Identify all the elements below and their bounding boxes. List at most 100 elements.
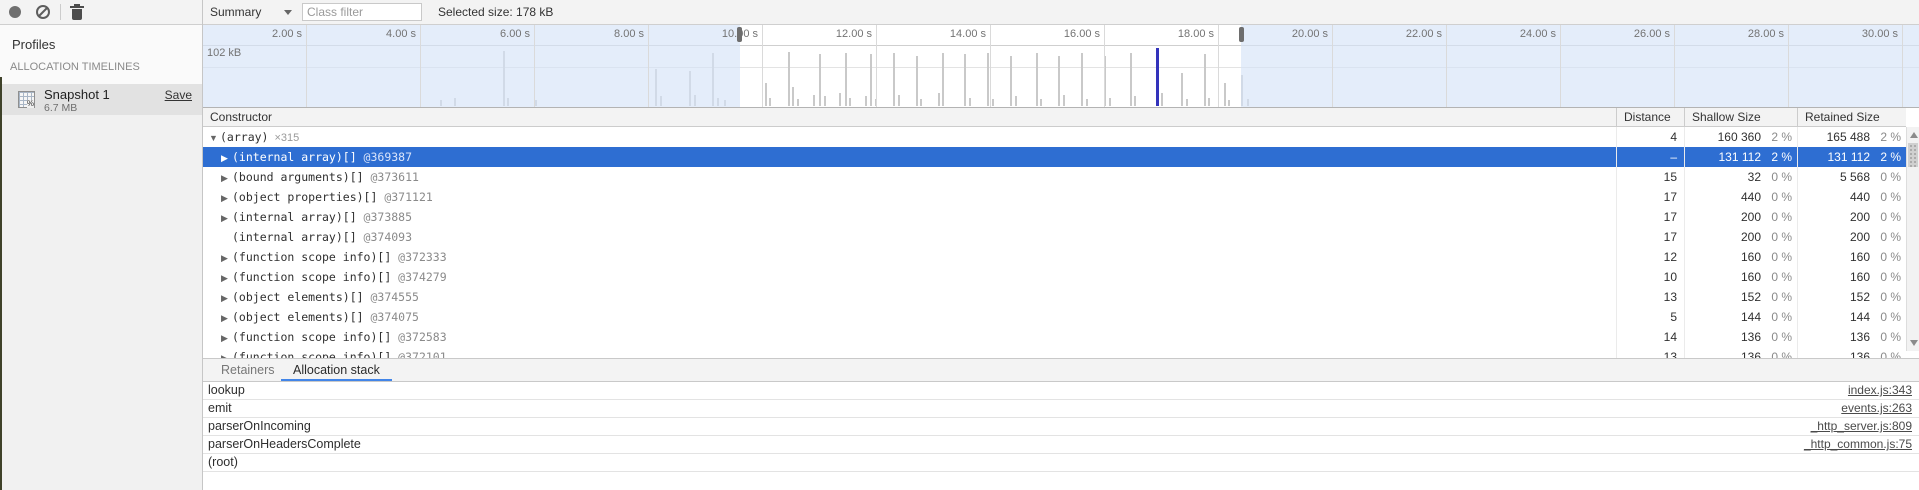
collapse-triangle-icon[interactable]: ▼ — [209, 133, 218, 143]
retained-size-cell: 144 0 % — [1797, 307, 1906, 327]
retained-size-cell: 131 112 2 % — [1797, 147, 1906, 167]
ruler-gridline — [990, 25, 991, 107]
memory-axis-label: 102 kB — [207, 47, 242, 59]
allocation-bar — [942, 53, 944, 106]
constructor-cell: ▶ (function scope info)[] @372583 — [203, 327, 1616, 347]
selection-grip-left[interactable] — [737, 27, 742, 42]
expand-triangle-icon[interactable]: ▶ — [221, 193, 228, 203]
ruler-gridline — [534, 25, 535, 107]
perspective-select[interactable]: Summary — [210, 5, 262, 19]
ruler-tick-label: 18.00 s — [1177, 28, 1214, 40]
constructor-name: (internal array)[] — [232, 150, 357, 164]
column-header-constructor[interactable]: Constructor — [210, 110, 273, 124]
table-row[interactable]: ▶ (internal array)[] @373885 17 200 0 % 200 0 … — [203, 207, 1906, 227]
tab-retainers[interactable]: Retainers — [221, 363, 275, 377]
snapshot-save-link[interactable]: Save — [164, 88, 192, 102]
grid-scrollbar[interactable] — [1906, 127, 1919, 351]
constructor-name: (object properties)[] — [232, 190, 378, 204]
record-allocation-button[interactable] — [9, 6, 21, 18]
retained-size-cell: 200 0 % — [1797, 207, 1906, 227]
allocation-bar — [969, 98, 971, 106]
table-row[interactable]: ▶ (object elements)[] @374555 13 152 0 % 152 0… — [203, 287, 1906, 307]
allocation-bar — [1161, 93, 1163, 106]
retained-size-value: 440 — [1849, 190, 1870, 204]
clear-icon[interactable] — [36, 5, 50, 19]
object-id: @372583 — [391, 330, 447, 344]
table-row[interactable]: ▶ (function scope info)[] @372333 12 160 0 %… — [203, 247, 1906, 267]
constructor-cell: ▶ (internal array)[] @369387 — [203, 147, 1616, 167]
profiles-title: Profiles — [12, 37, 56, 52]
allocation-bar — [788, 52, 790, 106]
ruler-gridline — [1560, 25, 1561, 107]
allocation-bar — [1181, 73, 1183, 106]
expand-triangle-icon[interactable]: ▶ — [221, 273, 228, 283]
stack-frame-source-link[interactable]: events.js:263 — [1841, 401, 1912, 415]
class-filter-input[interactable] — [302, 3, 422, 21]
scroll-up-arrow[interactable] — [1910, 132, 1918, 138]
column-header-distance[interactable]: Distance — [1616, 108, 1684, 127]
scrollbar-thumb[interactable] — [1908, 143, 1918, 167]
expand-triangle-icon[interactable]: ▶ — [221, 313, 228, 323]
stack-frame-source-link[interactable]: _http_common.js:75 — [1803, 437, 1912, 451]
object-id: @372101 — [391, 350, 447, 358]
table-row[interactable]: ▶ (function scope info)[] @372583 14 136 0 %… — [203, 327, 1906, 347]
stack-frame-source-link[interactable]: index.js:343 — [1847, 383, 1912, 397]
allocation-bar — [797, 99, 799, 106]
allocation-bar — [769, 98, 771, 106]
sidebar-item-snapshot-1[interactable]: % Snapshot 1 6.7 MB Save — [0, 84, 202, 115]
shallow-size-cell: 152 0 % — [1684, 287, 1797, 307]
table-row[interactable]: ▶ (object properties)[] @371121 17 440 0 % 44… — [203, 187, 1906, 207]
column-header-shallow-size[interactable]: Shallow Size — [1684, 108, 1797, 127]
table-row[interactable]: ▶ (bound arguments)[] @373611 15 32 0 % 5 568… — [203, 167, 1906, 187]
retained-size-value: 152 — [1849, 290, 1870, 304]
distance-cell: 15 — [1663, 170, 1677, 184]
ruler-tick-label: 16.00 s — [1063, 28, 1100, 40]
allocation-bar — [1109, 98, 1111, 106]
expand-triangle-icon[interactable]: ▶ — [221, 173, 228, 183]
shallow-size-value: 136 — [1740, 350, 1761, 358]
distance-cell: 17 — [1663, 230, 1677, 244]
allocation-overview[interactable]: 2.00 s 4.00 s 6.00 s 8.00 s 10.00 s 12.00 s 14… — [203, 25, 1919, 108]
column-header-retained-size[interactable]: Retained Size — [1797, 108, 1906, 127]
ruler-gridline — [1104, 25, 1105, 107]
table-row[interactable]: ▶ (object elements)[] @374075 5 144 0 % 144 0 … — [203, 307, 1906, 327]
retained-size-percent: 0 % — [1880, 290, 1901, 304]
retained-size-value: 136 — [1849, 350, 1870, 358]
expand-triangle-icon[interactable]: ▶ — [221, 333, 228, 343]
table-row[interactable]: ▼ (array) ×315 4 160 360 2 % 165 488 2 % — [203, 127, 1906, 147]
tab-allocation-stack[interactable]: Allocation stack — [281, 359, 392, 381]
trash-lid — [70, 6, 84, 8]
retained-size-percent: 0 % — [1880, 310, 1901, 324]
shallow-size-cell: 200 0 % — [1684, 207, 1797, 227]
distance-cell: 17 — [1663, 210, 1677, 224]
expand-triangle-icon[interactable]: ▶ — [221, 293, 228, 303]
shallow-size-value: 136 — [1740, 330, 1761, 344]
stack-frame-source-link[interactable]: _http_server.js:809 — [1810, 419, 1912, 433]
expand-triangle-icon[interactable]: ▶ — [221, 213, 228, 223]
snapshot-name: Snapshot 1 — [44, 87, 110, 102]
ruler-tick-label: 6.00 s — [500, 28, 530, 40]
stack-frame-name: emit — [208, 401, 232, 415]
table-row[interactable]: ▶ (function scope info)[] @374279 10 160 0 %… — [203, 267, 1906, 287]
column-separator — [1797, 127, 1798, 358]
expand-triangle-icon[interactable]: ▶ — [221, 153, 228, 163]
selection-curtain-right[interactable] — [1241, 25, 1919, 107]
table-row[interactable]: ▶ (function scope info)[] @372101 13 136 0 %… — [203, 347, 1906, 358]
ruler-tick-label: 24.00 s — [1519, 28, 1556, 40]
scroll-down-arrow[interactable] — [1910, 340, 1918, 346]
selection-curtain-left[interactable] — [203, 25, 740, 107]
trash-icon[interactable] — [70, 4, 84, 21]
expand-triangle-icon[interactable]: ▶ — [221, 353, 228, 358]
constructor-name: (function scope info)[] — [232, 350, 392, 358]
allocation-bar — [1208, 98, 1210, 106]
selection-grip-right[interactable] — [1239, 27, 1244, 42]
constructor-name: (bound arguments)[] — [232, 170, 364, 184]
allocation-bar — [1058, 56, 1060, 106]
ruler-gridline — [1332, 25, 1333, 107]
table-row[interactable]: ▶ (internal array)[] @369387–131 112 2 % 13… — [203, 147, 1906, 167]
shallow-size-cell: 160 0 % — [1684, 267, 1797, 287]
allocation-bar — [916, 56, 918, 106]
expand-triangle-icon[interactable]: ▶ — [221, 253, 228, 263]
table-row[interactable]: (internal array)[] @374093 17 200 0 % 200 0 % — [203, 227, 1906, 247]
allocation-bar — [893, 53, 895, 106]
